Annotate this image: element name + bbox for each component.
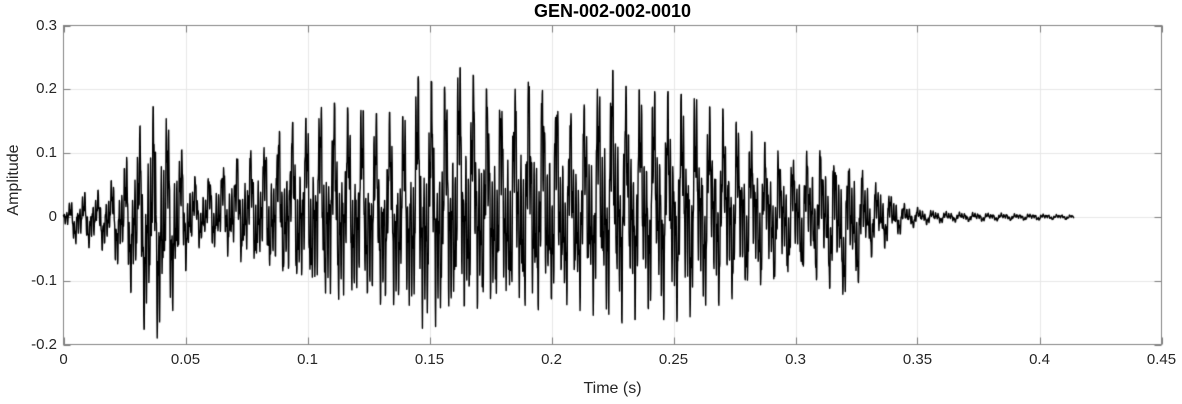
x-tick-label: 0.1 bbox=[297, 351, 318, 368]
x-tick-label: 0.25 bbox=[658, 351, 689, 368]
x-tick-label: 0.45 bbox=[1146, 351, 1177, 368]
x-tick-label: 0.3 bbox=[785, 351, 806, 368]
y-tick-label: 0.2 bbox=[36, 80, 57, 98]
y-tick-label: -0.2 bbox=[31, 335, 57, 353]
x-tick-label: 0.05 bbox=[170, 351, 201, 368]
y-tick-label: 0.1 bbox=[36, 144, 57, 162]
x-tick-label: 0 bbox=[59, 351, 68, 368]
x-tick-label: 0.2 bbox=[541, 351, 562, 368]
y-tick-label: 0 bbox=[48, 207, 57, 225]
x-tick-label: 0.35 bbox=[902, 351, 933, 368]
x-tick-label: 0.4 bbox=[1029, 351, 1050, 368]
x-tick-label: 0.15 bbox=[414, 351, 445, 368]
plot-title: GEN-002-002-0010 bbox=[533, 1, 692, 21]
y-tick-label: -0.1 bbox=[31, 271, 57, 289]
y-tick-label: 0.3 bbox=[36, 16, 57, 34]
x-axis-label: Time (s) bbox=[583, 380, 642, 397]
